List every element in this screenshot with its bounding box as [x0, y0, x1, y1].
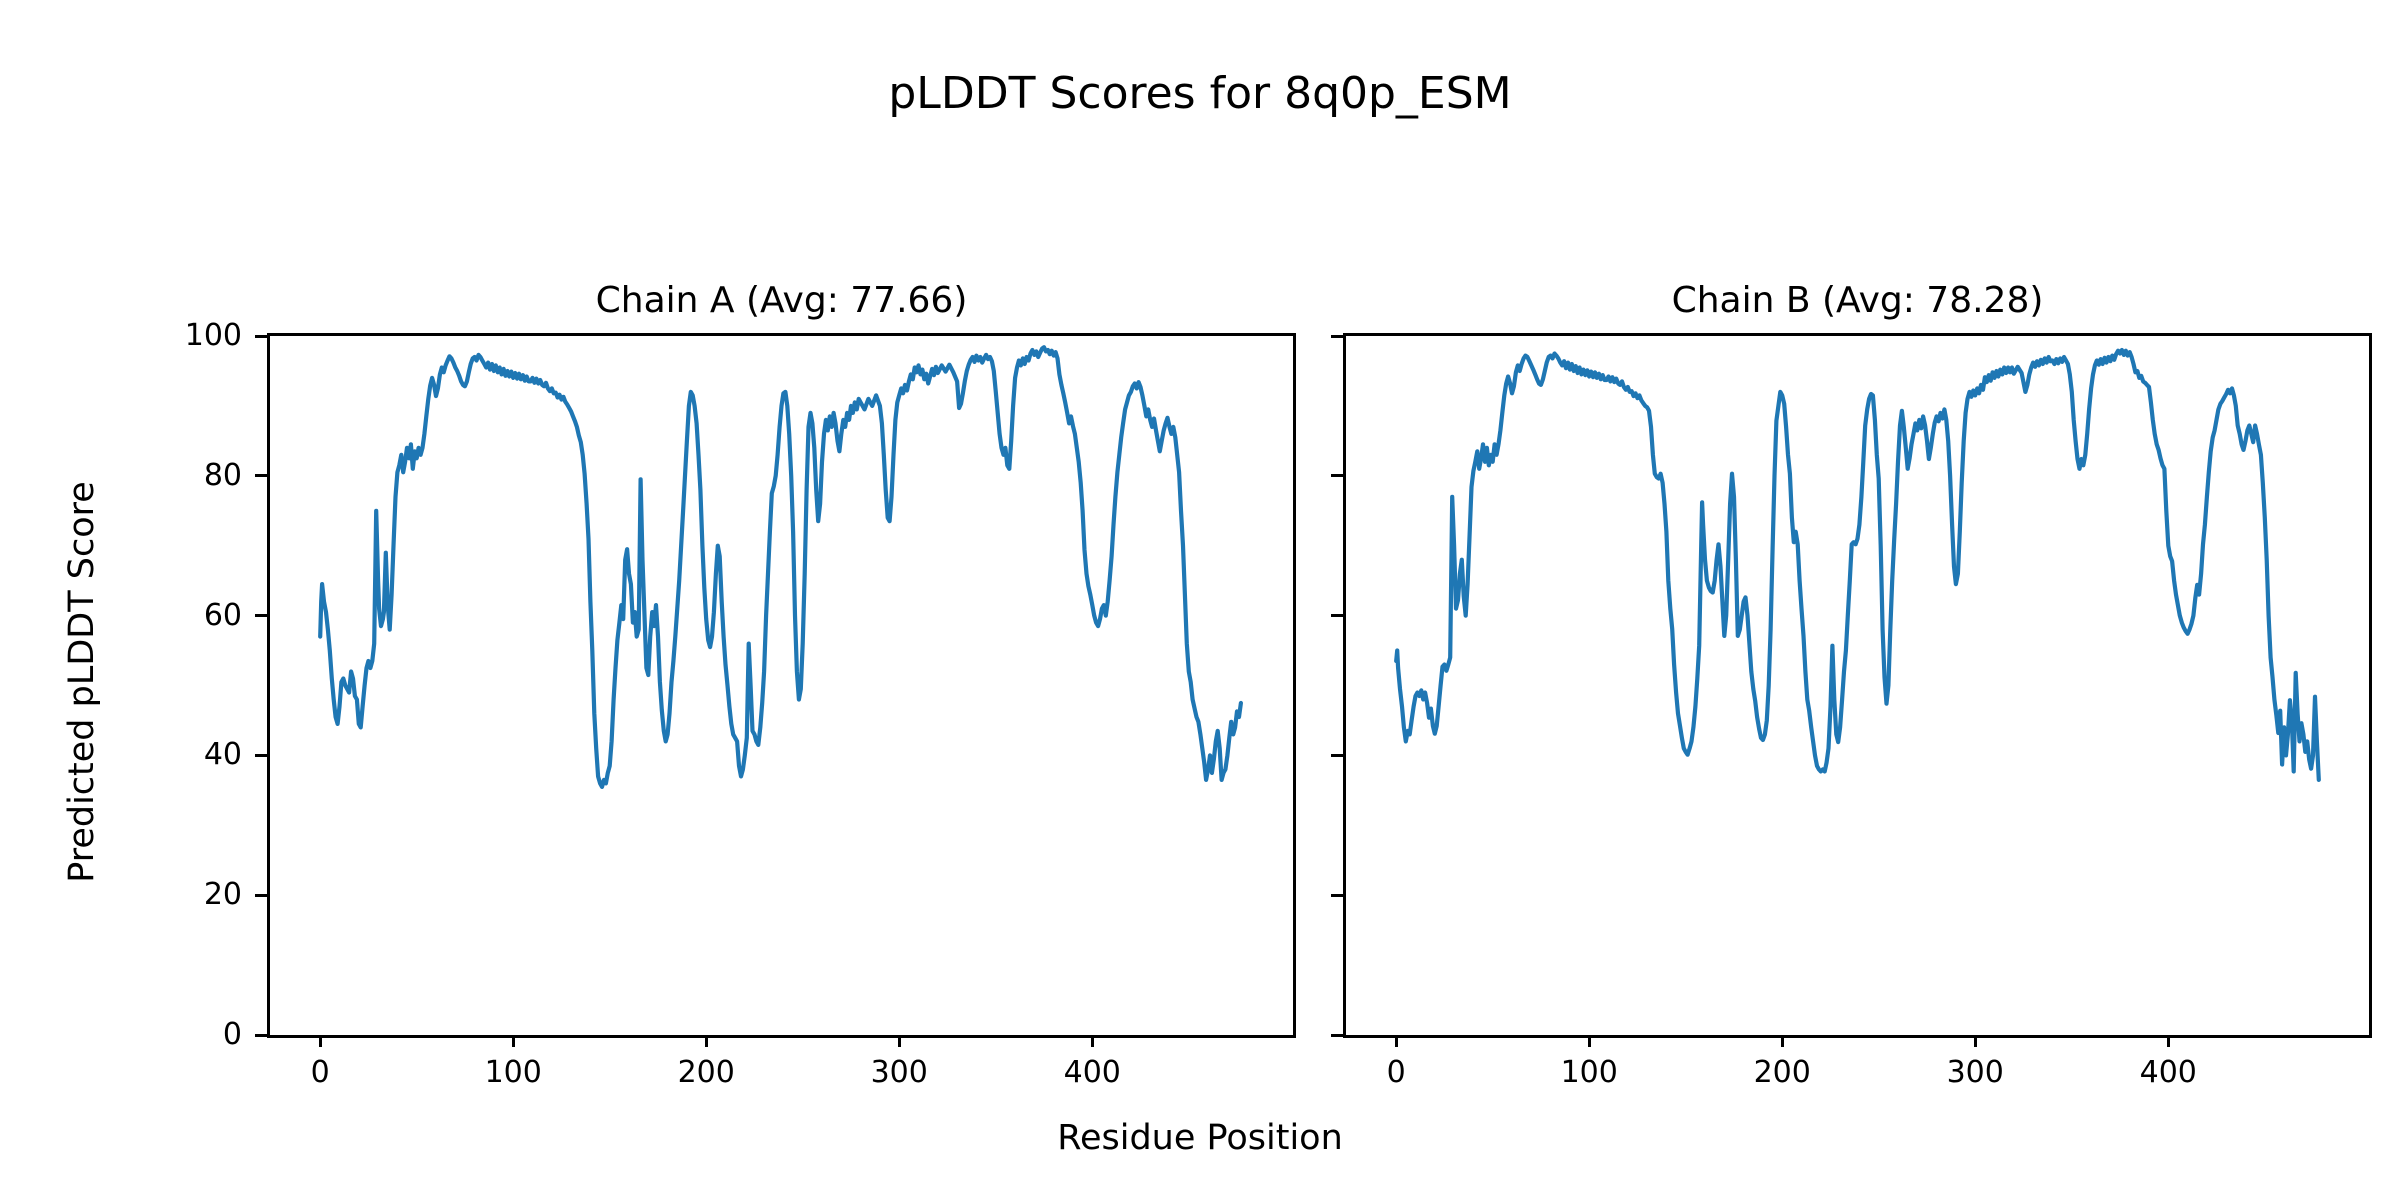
x-tick-mark [1090, 1035, 1094, 1047]
x-tick-label: 100 [1560, 1055, 1618, 1090]
x-tick-label: 0 [1386, 1055, 1406, 1090]
y-tick-mark [1331, 474, 1343, 478]
y-tick-mark [255, 1033, 267, 1037]
y-tick-mark [1331, 614, 1343, 618]
y-tick-mark [1331, 893, 1343, 897]
y-tick-label: 100 [184, 318, 242, 353]
x-tick-mark [1394, 1035, 1398, 1047]
x-tick-mark [511, 1035, 515, 1047]
y-tick-mark [255, 334, 267, 338]
x-tick-mark [318, 1035, 322, 1047]
x-tick-label: 200 [677, 1055, 735, 1090]
x-tick-mark [704, 1035, 708, 1047]
y-tick-label: 80 [203, 457, 242, 493]
subplot-chain-b: Chain B (Avg: 78.28) 0 100 200 300 400 [1331, 280, 2372, 1088]
chain-a-plddt-line [318, 345, 1244, 789]
x-tick-label: 400 [2139, 1055, 2197, 1090]
y-tick-mark [1331, 334, 1343, 338]
x-tick-label: 200 [1753, 1055, 1811, 1090]
x-tick-mark [2166, 1035, 2170, 1047]
subplot-chain-a-title: Chain A (Avg: 77.66) [595, 280, 968, 321]
figure-title: pLDDT Scores for 8q0p_ESM [888, 68, 1512, 119]
y-tick-mark [255, 474, 267, 478]
y-tick-mark [255, 614, 267, 618]
x-tick-label: 400 [1063, 1055, 1121, 1090]
x-tick-mark [1587, 1035, 1591, 1047]
chain-b-plddt-line [1394, 347, 2321, 782]
x-tick-mark [1973, 1035, 1977, 1047]
chain-a-line-chart [318, 345, 1244, 789]
subplot-chain-a: Chain A (Avg: 77.66) 0 100 200 300 400 0 20 40 6… [185, 280, 1296, 1088]
y-tick-mark [255, 893, 267, 897]
y-tick-mark [1331, 1033, 1343, 1037]
x-tick-label: 100 [484, 1055, 542, 1090]
subplot-chain-b-title: Chain B (Avg: 78.28) [1671, 280, 2044, 321]
x-tick-label: 300 [1946, 1055, 2004, 1090]
y-tick-mark [1331, 753, 1343, 757]
y-tick-label: 40 [203, 737, 242, 773]
x-tick-mark [897, 1035, 901, 1047]
x-tick-label: 0 [310, 1055, 330, 1090]
y-tick-mark [255, 753, 267, 757]
y-tick-label: 0 [222, 1017, 242, 1052]
y-tick-label: 60 [203, 597, 242, 633]
x-axis-label: Residue Position [1057, 1118, 1343, 1158]
y-tick-label: 20 [203, 877, 242, 913]
x-tick-mark [1780, 1035, 1784, 1047]
y-axis-label-text: Predicted pLDDT Score [62, 481, 102, 883]
x-tick-label: 300 [870, 1055, 928, 1090]
chain-b-line-chart [1394, 347, 2321, 782]
